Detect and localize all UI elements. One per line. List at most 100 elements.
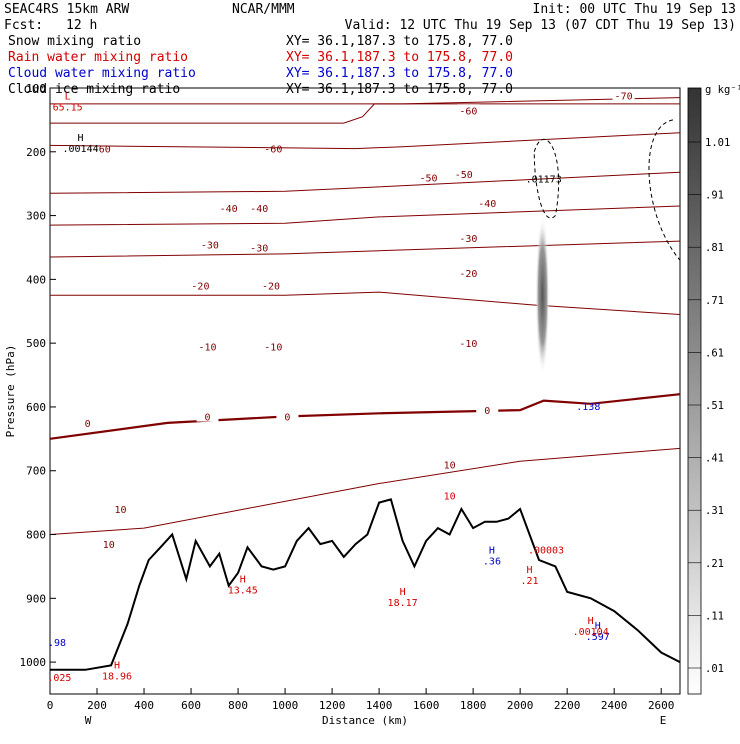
x-end-label-east: E [660, 714, 667, 727]
extremum-value-cloud_water: .98 [48, 638, 66, 649]
colorbar-label: .81 [705, 242, 724, 254]
isotherm-label--60: -60 [264, 145, 282, 156]
x-tick-label: 400 [134, 699, 154, 712]
field-name-3: Cloud ice mixing ratio [8, 82, 180, 97]
isotherm-label-0: 0 [204, 413, 210, 424]
x-tick-label: 0 [47, 699, 54, 712]
extremum-value-rain: 18.96 [102, 671, 132, 682]
y-axis-title: Pressure (hPa) [4, 345, 17, 438]
isotherm-label-bg [457, 104, 480, 116]
extremum-value-rain: 18.17 [388, 598, 418, 609]
isotherm-label-bg [452, 168, 475, 180]
extremum-marker: H [595, 621, 601, 632]
isotherm--20 [49, 240, 681, 258]
terrain-line [50, 498, 681, 671]
isotherm-label-bg [276, 410, 299, 422]
isotherm-label-bg [417, 171, 440, 183]
y-tick-label: 800 [26, 529, 46, 542]
isotherm-label--40: -40 [220, 204, 238, 215]
isotherm-label-bg [457, 231, 480, 243]
isotherm-label-bg [476, 196, 499, 208]
isotherm-label-0: 0 [85, 419, 91, 430]
colorbar-label: 1.01 [705, 137, 730, 149]
model-title: SEAC4RS 15km ARW [4, 2, 129, 17]
x-tick-label: 200 [87, 699, 107, 712]
extremum-value-cloud_water: .138 [576, 402, 600, 413]
extremum-marker: H [588, 616, 594, 627]
isotherm-label--70: -70 [615, 92, 633, 103]
colorbar [687, 87, 702, 695]
isotherm--60 [50, 103, 680, 124]
fcst-label: Fcst: [4, 18, 43, 33]
colorbar-label: .71 [705, 295, 724, 307]
isotherm-label-bg [76, 416, 99, 428]
x-tick-label: 2400 [601, 699, 628, 712]
extremum-value-rain: .21 [521, 576, 539, 587]
y-tick-label: 700 [26, 465, 46, 478]
extremum-value-snow: .00144 [62, 144, 98, 155]
isotherm-label-10: 10 [114, 505, 126, 516]
extremum-value-rain: .00104 [573, 627, 609, 638]
isotherm--40 [49, 171, 681, 194]
isotherm-label--10: -10 [459, 339, 477, 350]
isotherm-label-bg [262, 340, 285, 352]
isotherm-label--30: -30 [459, 234, 477, 245]
isotherm-label-0: 0 [484, 406, 490, 417]
isotherm-label-bg [476, 404, 499, 416]
isotherm-label-bg [97, 538, 120, 550]
colorbar-label: .91 [705, 190, 724, 202]
isotherm-label-bg [196, 340, 219, 352]
isotherm-label-bg [259, 279, 282, 291]
isotherm-0 [49, 393, 681, 440]
extremum-value-rain: .025 [47, 673, 71, 684]
extremum-value-rain: 13.45 [228, 585, 258, 596]
isotherm-label--20: -20 [459, 269, 477, 280]
isotherm-label-bg [217, 201, 240, 213]
colorbar-label: .21 [705, 558, 724, 570]
field-name-1: Rain water mixing ratio [8, 50, 188, 65]
extremum-value-cloud_water: .36 [483, 557, 501, 568]
x-tick-label: 2600 [648, 699, 675, 712]
colorbar-unit: g kg⁻¹ [705, 84, 740, 96]
isotherm-label-bg [196, 410, 219, 422]
isotherm-label--60: -60 [459, 106, 477, 117]
y-tick-label: 900 [26, 592, 46, 605]
colorbar-label: .41 [705, 453, 724, 465]
x-tick-label: 2000 [507, 699, 534, 712]
y-tick-label-top: 100 [26, 82, 46, 95]
extremum-marker: H [114, 660, 120, 671]
x-tick-label: 1400 [366, 699, 393, 712]
isotherm-label-bg [457, 266, 480, 278]
extremum-marker: H [78, 133, 84, 144]
x-tick-label: 1800 [460, 699, 487, 712]
isotherm--30 [49, 205, 681, 226]
extremum-marker: H [489, 546, 495, 557]
isotherm-label--20: -20 [262, 282, 280, 293]
isotherm-label-bg [248, 201, 271, 213]
field-name-2: Cloud water mixing ratio [8, 66, 196, 81]
field-xy-2: XY= 36.1,187.3 to 175.8, 77.0 [286, 66, 513, 81]
extremum-marker: H [400, 587, 406, 598]
isotherm-label-10: 10 [103, 540, 115, 551]
y-tick-label: 200 [26, 146, 46, 159]
x-tick-label: 1000 [272, 699, 299, 712]
isotherm-label-bg [189, 279, 212, 291]
extremum-value-cloud_ice: .01173 [526, 174, 562, 185]
isotherm-label--50: -50 [419, 173, 437, 184]
isotherm-label-0: 0 [284, 413, 290, 424]
plot-frame [49, 87, 681, 695]
isotherm-label--30: -30 [250, 243, 268, 254]
field-name-0: Snow mixing ratio [8, 34, 141, 49]
isotherm-label--40: -40 [250, 204, 268, 215]
isotherm-label--40: -40 [478, 199, 496, 210]
x-axis-title: Distance (km) [322, 714, 408, 727]
isotherm--10 [50, 291, 681, 315]
y-tick-label: 500 [26, 337, 46, 350]
fcst-value: 12 h [66, 18, 97, 33]
colorbar-label: .11 [705, 610, 724, 622]
isotherm-10 [49, 447, 681, 535]
extremum-marker: H [240, 574, 246, 585]
extremum-marker: L [65, 91, 71, 102]
isotherm-label-bg [612, 89, 635, 101]
